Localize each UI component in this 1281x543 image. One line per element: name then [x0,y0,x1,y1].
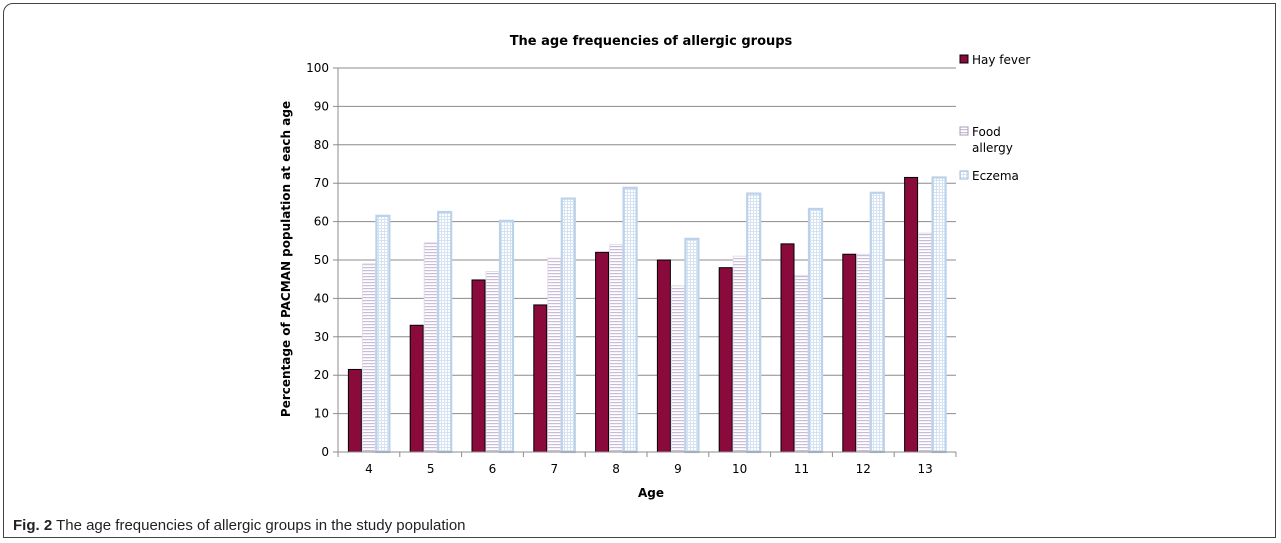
bar-eczema-age-9 [684,237,700,454]
bar-eczema-age-7 [560,197,576,454]
bar-eczema-age-11 [807,207,824,454]
bar-eczema-age-8 [622,186,638,454]
bar-food-allergy-age-6 [485,271,500,453]
bar-food-allergy-age-8 [609,244,624,453]
bar-hay-fever-age-13 [904,176,919,453]
y-tick-label: 90 [314,99,329,113]
bar-hay-fever-age-11 [780,243,795,453]
bar-eczema-age-6 [498,219,515,454]
y-tick-label: 0 [321,445,329,459]
x-tick-labels: 4 5 6 7 8 9 10 11 12 13 [337,452,957,476]
bar-hay-fever-age-7 [533,304,548,453]
y-tick-label: 50 [314,253,329,267]
y-tick-labels: 0 10 20 30 40 50 60 70 80 90 100 [306,61,338,459]
bar-food-allergy-age-7 [547,257,562,453]
x-tick-label: 10 [732,462,747,476]
y-tick-label: 100 [306,61,329,75]
bar-food-allergy-age-10 [732,255,747,453]
y-tick-label: 10 [314,407,329,421]
caption-text: The age frequencies of allergic groups i… [52,517,466,534]
x-tick-label: 12 [856,462,871,476]
bar-food-allergy-age-13 [918,232,933,453]
y-tick-label: 20 [314,368,329,382]
bar-food-allergy-age-5 [423,242,438,453]
figure-frame [3,3,1276,538]
bar-hay-fever-age-5 [409,324,424,453]
bar-eczema-age-5 [437,210,453,454]
bar-food-allergy-age-4 [361,263,376,453]
legend: Hay fever Food allergy Eczema [959,53,1030,183]
y-axis-label: Percentage of PACMAN population at each … [279,101,293,417]
x-tick-label: 4 [365,462,373,476]
bar-eczema-age-12 [869,191,885,454]
bar-hay-fever-age-12 [842,253,857,453]
x-tick-label: 9 [674,462,682,476]
bar-hay-fever-age-9 [656,259,671,453]
x-tick-label: 11 [794,462,809,476]
bar-food-allergy-age-9 [670,285,685,453]
bar-eczema-age-10 [746,192,762,454]
legend-swatch-food-allergy [959,126,969,136]
x-tick-label: 6 [489,462,497,476]
y-tick-label: 60 [314,215,329,229]
y-tick-label: 30 [314,330,329,344]
legend-swatch-eczema [959,170,969,180]
y-tick-label: 70 [314,176,329,190]
x-axis-label: Age [638,486,664,500]
bar-hay-fever-age-8 [595,251,610,453]
legend-label-hay-fever: Hay fever [972,53,1030,67]
caption-label: Fig. 2 [13,517,53,534]
legend-swatch-hay-fever [959,54,969,64]
x-tick-label: 13 [917,462,932,476]
bar-hay-fever-age-4 [347,368,362,453]
x-tick-label: 8 [612,462,620,476]
bar-hay-fever-age-10 [718,267,733,453]
x-tick-label: 5 [427,462,435,476]
chart-title: The age frequencies of allergic groups [510,34,793,49]
bars [347,176,947,454]
legend-label-eczema: Eczema [972,169,1019,183]
bar-hay-fever-age-6 [471,279,486,453]
bar-food-allergy-age-12 [856,253,871,453]
x-tick-label: 7 [550,462,558,476]
y-tick-label: 80 [314,138,329,152]
bar-eczema-age-4 [375,214,391,454]
figure-caption: Fig. 2 The age frequencies of allergic g… [13,517,466,534]
bar-eczema-age-13 [931,176,947,454]
bar-food-allergy-age-11 [794,274,809,453]
legend-label-food-allergy: Food allergy [972,125,1013,155]
y-tick-label: 40 [314,291,329,305]
